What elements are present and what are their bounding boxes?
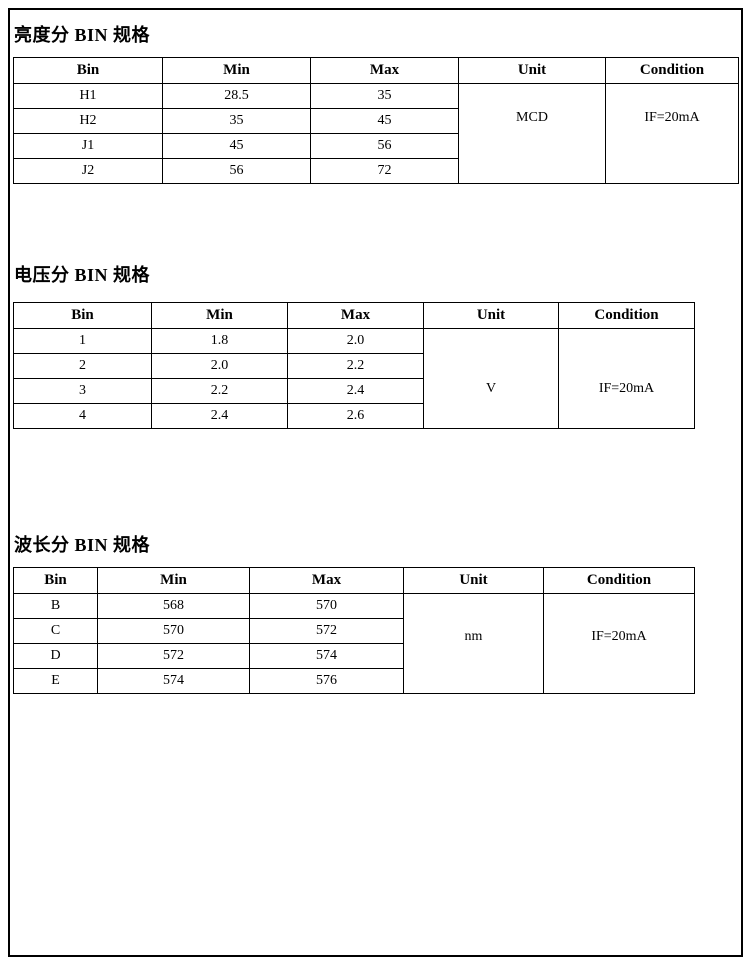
section-title-wavelength: 波长分 BIN 规格 [14, 535, 151, 555]
bin-cell: C [13, 618, 98, 644]
column-header-min: Min [162, 57, 311, 84]
brightness-bin-table: Bin Min Max Unit Condition H1 28.5 35 MC… [13, 57, 739, 184]
bin-cell: H1 [13, 83, 163, 109]
column-header-unit: Unit [403, 567, 544, 594]
section-title-brightness: 亮度分 BIN 规格 [14, 25, 151, 45]
min-cell: 2.0 [151, 353, 288, 379]
max-cell: 56 [310, 133, 459, 159]
max-cell: 576 [249, 668, 404, 694]
bin-cell: J1 [13, 133, 163, 159]
condition-cell: IF=20mA [543, 593, 695, 694]
min-cell: 45 [162, 133, 311, 159]
table-row: H2 35 45 [13, 108, 739, 134]
min-cell: 2.2 [151, 378, 288, 404]
column-header-bin: Bin [13, 57, 163, 84]
table-header-row: Bin Min Max Unit Condition [13, 567, 695, 594]
table-row: J2 56 72 [13, 158, 739, 184]
table-row: 2 2.0 2.2 [13, 353, 695, 379]
column-header-max: Max [310, 57, 459, 84]
unit-cell: MCD [458, 83, 606, 184]
bin-cell: 2 [13, 353, 152, 379]
bin-cell: H2 [13, 108, 163, 134]
min-cell: 568 [97, 593, 250, 619]
max-cell: 572 [249, 618, 404, 644]
column-header-condition: Condition [558, 302, 695, 329]
column-header-unit: Unit [458, 57, 606, 84]
table-row: H1 28.5 35 MCD IF=20mA [13, 83, 739, 184]
bin-cell: D [13, 643, 98, 669]
page-border [8, 8, 743, 957]
column-header-condition: Condition [543, 567, 695, 594]
column-header-max: Max [287, 302, 424, 329]
bin-cell: J2 [13, 158, 163, 184]
column-header-unit: Unit [423, 302, 559, 329]
max-cell: 35 [310, 83, 459, 109]
min-cell: 56 [162, 158, 311, 184]
unit-cell: V [423, 328, 559, 429]
max-cell: 72 [310, 158, 459, 184]
min-cell: 1.8 [151, 328, 288, 354]
bin-cell: B [13, 593, 98, 619]
min-cell: 570 [97, 618, 250, 644]
bin-cell: 4 [13, 403, 152, 429]
max-cell: 570 [249, 593, 404, 619]
condition-cell: IF=20mA [558, 328, 695, 429]
voltage-bin-table: Bin Min Max Unit Condition 1 1.8 2.0 V I… [13, 302, 695, 429]
bin-cell: E [13, 668, 98, 694]
table-row: E 574 576 [13, 668, 695, 694]
column-header-min: Min [151, 302, 288, 329]
table-row: 4 2.4 2.6 [13, 403, 695, 429]
table-header-row: Bin Min Max Unit Condition [13, 57, 739, 84]
max-cell: 2.4 [287, 378, 424, 404]
bin-cell: 1 [13, 328, 152, 354]
column-header-bin: Bin [13, 567, 98, 594]
min-cell: 572 [97, 643, 250, 669]
table-header-row: Bin Min Max Unit Condition [13, 302, 695, 329]
column-header-min: Min [97, 567, 250, 594]
condition-cell: IF=20mA [605, 83, 739, 184]
max-cell: 574 [249, 643, 404, 669]
table-row: 1 1.8 2.0 V IF=20mA [13, 328, 695, 429]
column-header-max: Max [249, 567, 404, 594]
table-row: B 568 570 nm IF=20mA [13, 593, 695, 694]
wavelength-bin-table: Bin Min Max Unit Condition B 568 570 nm … [13, 567, 695, 694]
column-header-condition: Condition [605, 57, 739, 84]
column-header-bin: Bin [13, 302, 152, 329]
min-cell: 2.4 [151, 403, 288, 429]
min-cell: 35 [162, 108, 311, 134]
max-cell: 2.6 [287, 403, 424, 429]
table-row: C 570 572 [13, 618, 695, 644]
min-cell: 28.5 [162, 83, 311, 109]
max-cell: 2.2 [287, 353, 424, 379]
min-cell: 574 [97, 668, 250, 694]
bin-cell: 3 [13, 378, 152, 404]
unit-cell: nm [403, 593, 544, 694]
max-cell: 45 [310, 108, 459, 134]
section-title-voltage: 电压分 BIN 规格 [14, 265, 151, 285]
table-row: D 572 574 [13, 643, 695, 669]
max-cell: 2.0 [287, 328, 424, 354]
